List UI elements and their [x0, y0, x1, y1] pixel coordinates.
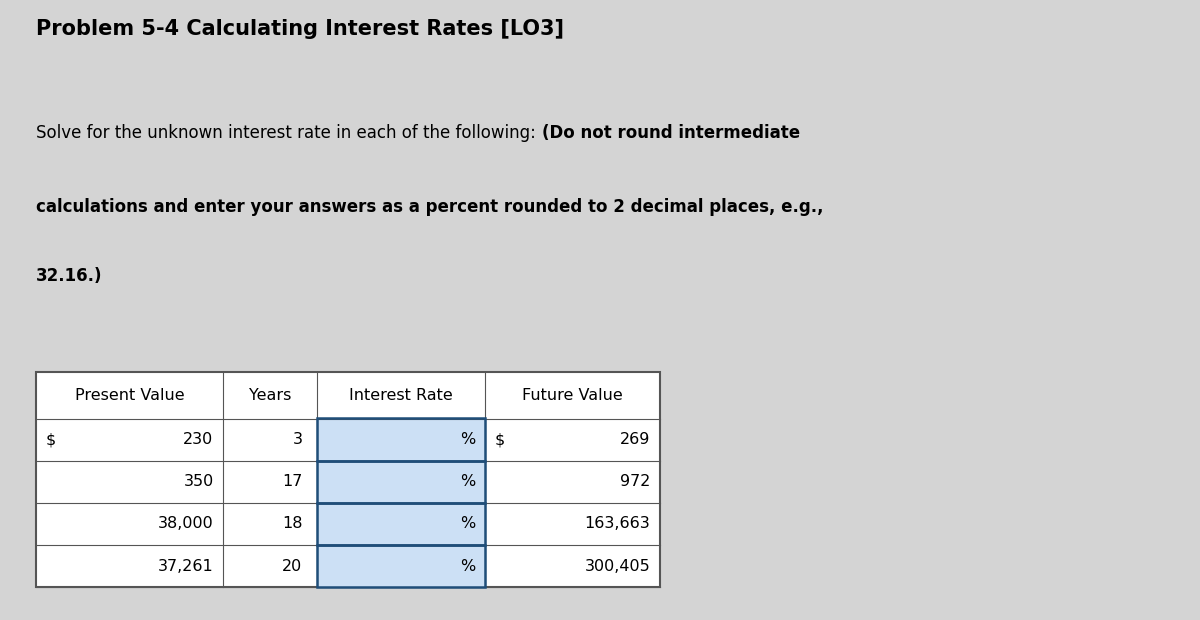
Text: %: %: [461, 516, 475, 531]
Text: 269: 269: [620, 432, 650, 447]
Text: %: %: [461, 559, 475, 574]
Text: 3: 3: [293, 432, 302, 447]
Text: calculations and enter your answers as a percent rounded to 2 decimal places, e.: calculations and enter your answers as a…: [36, 198, 823, 216]
Text: 18: 18: [282, 516, 302, 531]
Text: $: $: [494, 432, 505, 447]
Text: 38,000: 38,000: [158, 516, 214, 531]
Bar: [317, 545, 485, 587]
Text: 300,405: 300,405: [584, 559, 650, 574]
Text: 350: 350: [184, 474, 214, 489]
Bar: [317, 461, 485, 503]
Text: 163,663: 163,663: [584, 516, 650, 531]
Bar: [317, 461, 485, 503]
Text: Interest Rate: Interest Rate: [349, 388, 452, 403]
Text: 17: 17: [282, 474, 302, 489]
Text: 32.16.): 32.16.): [36, 267, 102, 285]
Text: Present Value: Present Value: [74, 388, 185, 403]
Text: 972: 972: [620, 474, 650, 489]
Text: (Do not round intermediate: (Do not round intermediate: [542, 124, 800, 142]
Text: %: %: [461, 474, 475, 489]
Bar: [317, 418, 485, 461]
Bar: [317, 418, 485, 461]
Text: Solve for the unknown interest rate in each of the following:: Solve for the unknown interest rate in e…: [36, 124, 541, 142]
Text: Problem 5-4 Calculating Interest Rates [LO3]: Problem 5-4 Calculating Interest Rates […: [36, 19, 564, 38]
Text: 20: 20: [282, 559, 302, 574]
Text: Years: Years: [248, 388, 292, 403]
Bar: [317, 503, 485, 545]
Text: 230: 230: [184, 432, 214, 447]
Text: Future Value: Future Value: [522, 388, 623, 403]
Bar: [317, 545, 485, 587]
Text: %: %: [461, 432, 475, 447]
Text: $: $: [46, 432, 56, 447]
Text: 37,261: 37,261: [158, 559, 214, 574]
Bar: [317, 503, 485, 545]
